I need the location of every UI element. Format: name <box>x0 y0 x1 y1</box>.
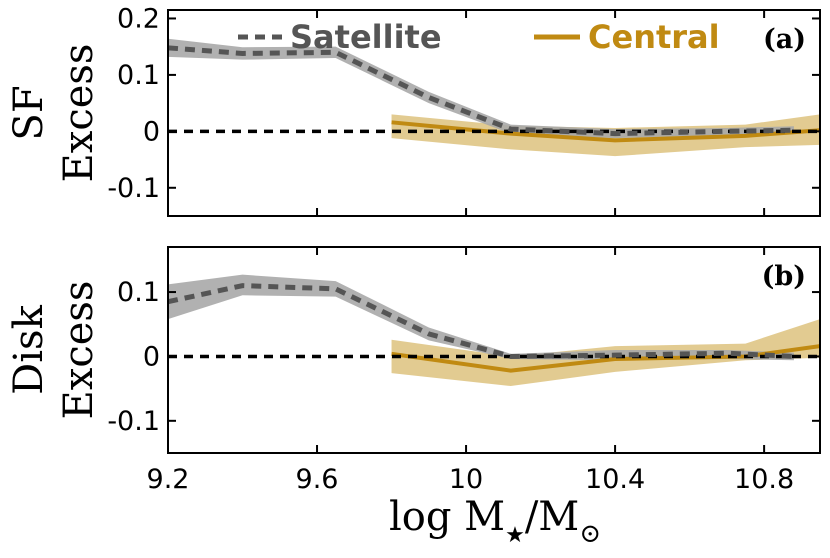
panel-a-satellite-line <box>168 45 794 137</box>
panel-b-ytick-label: 0.1 <box>117 277 160 308</box>
panel-b-ylabel-line1: Disk <box>6 304 52 394</box>
panel-a-ytick-label: 0 <box>143 116 160 147</box>
legend-central-label: Central <box>588 18 720 56</box>
panel-a-ytick-label: 0.1 <box>117 60 160 91</box>
panel-b-lines <box>168 283 820 373</box>
x-tick-label: 9.6 <box>296 464 339 495</box>
x-axis-label-mid: /M <box>525 494 579 540</box>
panel-b-disk-excess: -0.1 0 0.1 (b) Disk Excess <box>6 246 821 454</box>
panel-a-ytick-label: 0.2 <box>117 3 160 34</box>
panel-b-ytick-label: -0.1 <box>107 406 160 437</box>
x-tick-label: 10.8 <box>734 464 794 495</box>
panel-b-frame <box>167 246 821 454</box>
x-axis: 9.2 9.6 10 10.4 10.8 <box>147 464 795 495</box>
panel-a-ylabel-line2: Excess <box>56 44 102 183</box>
panel-a-lines <box>168 45 820 143</box>
panel-a-frame <box>167 9 821 217</box>
panel-b-satellite-band <box>168 274 794 361</box>
x-tick-label: 10.4 <box>585 464 645 495</box>
legend-satellite-label: Satellite <box>290 18 442 56</box>
x-axis-label: log M★/M⊙ <box>389 494 601 549</box>
panel-a-ytick-label: -0.1 <box>107 173 160 204</box>
panel-a-central-line <box>391 120 820 143</box>
x-axis-label-sub2: ⊙ <box>579 519 601 549</box>
panel-a-ticks: -0.1 0 0.1 0.2 <box>107 3 820 216</box>
panel-b-ticks: -0.1 0 0.1 <box>107 247 820 453</box>
legend: Satellite Central <box>238 18 720 56</box>
panel-a-sf-excess: -0.1 0 0.1 0.2 (a) Satellite Central SF Exc… <box>6 3 821 217</box>
panel-b-satellite-line <box>168 283 795 359</box>
x-tick-label: 9.2 <box>147 464 190 495</box>
x-axis-label-sub1: ★ <box>505 523 525 548</box>
x-tick-label: 10 <box>449 464 483 495</box>
panel-a-ylabel-line1: SF <box>6 85 52 140</box>
x-axis-label-main: log M <box>389 494 505 540</box>
panel-b-label: (b) <box>762 261 806 292</box>
panel-a-label: (a) <box>763 24 806 55</box>
panel-b-ylabel-line2: Excess <box>56 281 102 420</box>
panel-b-ytick-label: 0 <box>143 341 160 372</box>
